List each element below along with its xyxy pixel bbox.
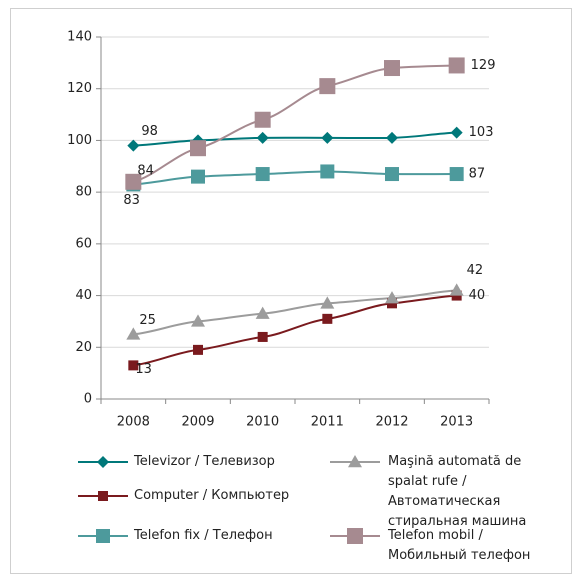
point-marker: [190, 140, 206, 157]
data-label: 83: [123, 193, 140, 208]
point-marker: [449, 167, 464, 182]
point-marker: [386, 131, 398, 144]
x-tick-label: 2008: [117, 415, 150, 430]
series-line: [133, 289, 457, 336]
y-tick-label: 20: [75, 340, 92, 355]
x-tick-label: 2012: [375, 415, 408, 430]
point-marker: [320, 296, 335, 309]
legend-label: Computer / Компьютер: [134, 488, 290, 503]
series-line: [133, 294, 457, 367]
y-tick-label: 120: [67, 81, 92, 96]
point-marker: [193, 344, 203, 355]
point-marker: [125, 173, 142, 190]
point-marker: [384, 60, 400, 77]
legend-marker: [348, 455, 362, 468]
y-tick-label: 140: [67, 30, 92, 45]
x-tick-label: 2010: [246, 415, 279, 430]
y-tick-label: 40: [75, 288, 92, 303]
y-tick-label: 100: [67, 133, 92, 148]
data-label: 129: [471, 58, 496, 73]
point-marker: [255, 306, 270, 319]
point-marker: [191, 169, 205, 184]
point-marker: [254, 111, 271, 128]
point-marker: [385, 167, 399, 182]
data-label: 13: [135, 362, 152, 377]
point-marker: [450, 126, 463, 139]
legend-key: [78, 491, 128, 501]
legend-key: [78, 529, 128, 543]
legend-marker: [347, 528, 363, 544]
x-tick-label: 2011: [311, 415, 344, 430]
point-marker: [448, 57, 465, 74]
legend-label: Maşină automată de spalat rufe / Автомат…: [388, 454, 527, 529]
x-tick-label: 2013: [440, 415, 473, 430]
series-line: [133, 170, 457, 186]
y-tick-label: 80: [75, 185, 92, 200]
y-tick-label: 60: [75, 236, 92, 251]
series-line: [133, 131, 457, 147]
legend-label: Telefon mobil / Мобильный телефон: [388, 528, 531, 563]
x-tick-label: 2009: [181, 415, 214, 430]
data-label: 84: [137, 163, 154, 178]
point-marker: [255, 167, 270, 182]
legend-marker: [97, 456, 109, 468]
point-marker: [319, 78, 336, 95]
legend-marker: [98, 491, 108, 501]
data-label: 25: [139, 313, 156, 328]
point-marker: [126, 327, 141, 340]
legend-key: [330, 528, 380, 544]
data-label: 103: [469, 125, 494, 140]
legend-label: Telefon fix / Телефон: [134, 528, 273, 543]
data-label: 42: [467, 263, 484, 278]
point-marker: [322, 313, 333, 324]
legend-key: [330, 455, 380, 468]
point-marker: [321, 131, 334, 144]
data-label: 98: [141, 124, 158, 139]
y-tick-label: 0: [84, 392, 92, 407]
series-line: [133, 64, 457, 183]
data-label: 87: [469, 167, 486, 182]
chart-frame: [10, 8, 572, 574]
point-marker: [385, 291, 399, 304]
point-marker: [256, 131, 269, 144]
point-marker: [128, 360, 139, 371]
point-marker: [257, 331, 268, 342]
point-marker: [449, 283, 464, 296]
point-marker: [320, 164, 335, 179]
legend-key: [78, 456, 128, 468]
point-marker: [191, 314, 205, 327]
legend-marker: [96, 529, 110, 543]
legend-label: Televizor / Телевизор: [134, 454, 275, 469]
point-marker: [127, 139, 140, 152]
data-label: 40: [469, 288, 486, 303]
